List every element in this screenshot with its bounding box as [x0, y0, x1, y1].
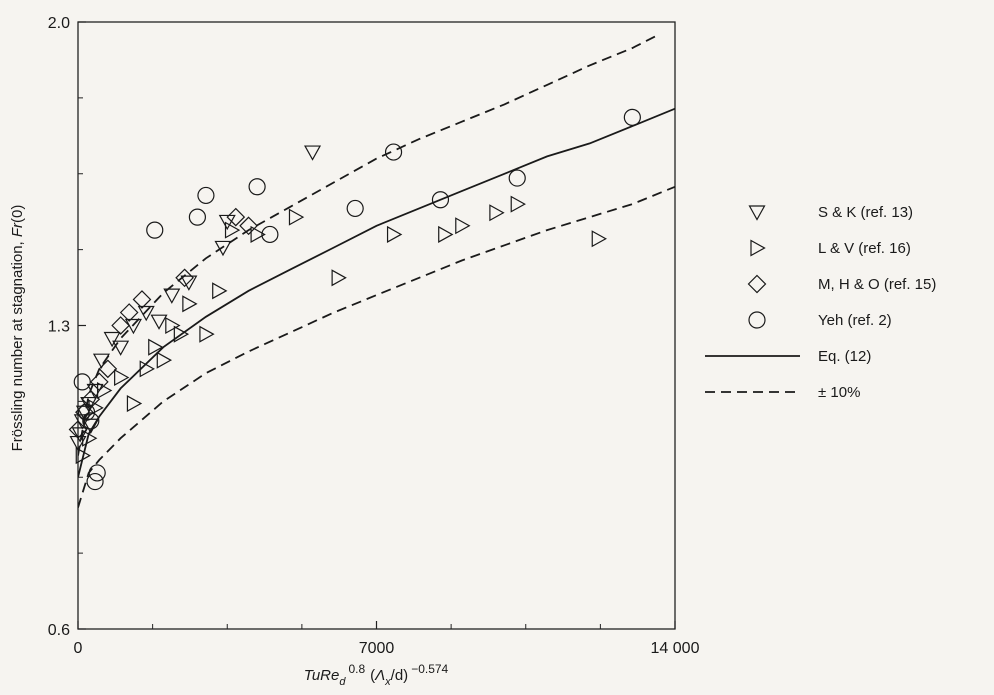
legend-10pct: ± 10%: [705, 384, 860, 401]
lv-point: [156, 351, 173, 369]
sk-point: [92, 353, 110, 369]
sk-point: [214, 240, 232, 257]
lv-point: [224, 221, 241, 239]
legend-mho: M, H & O (ref. 15): [747, 274, 936, 294]
yeh-point: [86, 472, 104, 491]
mho-point: [226, 207, 246, 227]
yeh-point: [146, 221, 164, 239]
legend-label: S & K (ref. 13): [818, 204, 913, 221]
sk-point: [163, 288, 181, 304]
plot-frame: [77, 21, 676, 630]
yeh-point: [248, 178, 266, 196]
lv-point: [148, 338, 164, 356]
lv-point: [288, 208, 305, 226]
sk-point: [124, 318, 142, 335]
legend-eq12: Eq. (12): [705, 348, 871, 365]
lv-point: [126, 395, 143, 413]
mho-point: [175, 268, 194, 288]
lv-point: [82, 429, 98, 447]
yeh-point: [261, 225, 279, 244]
y-axis-label: Frössling number at stagnation, Fr(0): [9, 205, 26, 452]
yeh-point: [73, 373, 91, 391]
mho-point: [68, 420, 88, 439]
sk-point: [304, 145, 322, 161]
yeh-point: [346, 199, 364, 218]
x-axis-label: TuRed0.8 (Λx/d) −0.574: [304, 662, 449, 688]
mho-point: [81, 389, 101, 409]
lv-point: [510, 195, 526, 213]
yeh-point: [82, 412, 100, 430]
lv-point: [182, 295, 198, 313]
yeh-point: [508, 169, 526, 187]
lower-10pct-line: [78, 185, 675, 508]
legend: S & K (ref. 13) L & V (ref. 16) M, H & O (…: [705, 204, 936, 401]
lv-point: [386, 225, 403, 243]
y-tick-label: 1.3: [48, 319, 70, 336]
sk-point: [71, 427, 89, 443]
x-tick-label: 14 000: [651, 640, 700, 657]
upper-10pct-line: [78, 34, 659, 456]
lv-point: [75, 447, 91, 465]
lv-point: [250, 225, 266, 243]
eq12-line: [78, 107, 675, 478]
lv-point: [438, 225, 454, 243]
mho-point: [132, 290, 152, 309]
lv-point: [212, 282, 228, 300]
mho-point: [119, 303, 139, 322]
yeh-point: [384, 143, 403, 161]
legend-label: Yeh (ref. 2): [818, 312, 892, 329]
data-points: [68, 108, 641, 491]
legend-label: Eq. (12): [818, 348, 871, 365]
y-tick-label: 0.6: [48, 622, 70, 639]
legend-marker: [747, 274, 767, 294]
legend-label: ± 10%: [818, 384, 860, 401]
legend-marker: [748, 311, 766, 329]
sk-point: [112, 340, 130, 356]
lv-point: [114, 369, 130, 387]
legend-lv: L & V (ref. 16): [750, 239, 911, 257]
mho-point: [89, 372, 109, 392]
legend-label: M, H & O (ref. 15): [818, 276, 936, 293]
lv-point: [489, 204, 505, 222]
lv-point: [173, 325, 190, 343]
lv-point: [455, 217, 471, 235]
lv-point: [139, 360, 155, 378]
yeh-point: [431, 191, 450, 209]
mho-point: [239, 216, 258, 236]
y-tick-label: 2.0: [48, 15, 70, 32]
yeh-point: [88, 464, 106, 482]
lv-point: [165, 316, 181, 335]
yeh-point: [623, 108, 641, 126]
yeh-point: [197, 186, 215, 205]
legend-marker: [748, 205, 766, 221]
lv-point: [331, 269, 347, 287]
sk-point: [150, 314, 168, 330]
x-tick-label: 0: [74, 640, 83, 657]
sk-point: [218, 214, 236, 231]
axis-ticks: 0 7000 14 000 0.6 1.3 2.0: [48, 15, 700, 657]
mho-point: [98, 359, 118, 379]
sk-point: [103, 331, 121, 348]
x-tick-label: 7000: [359, 640, 395, 657]
lv-point: [96, 382, 113, 400]
lv-point: [591, 230, 607, 248]
legend-sk: S & K (ref. 13): [748, 204, 913, 221]
legend-marker: [750, 239, 766, 257]
mho-point: [111, 316, 130, 335]
sk-point: [180, 275, 198, 291]
lv-point: [199, 325, 215, 343]
yeh-point: [77, 403, 96, 421]
legend-label: L & V (ref. 16): [818, 240, 911, 257]
legend-yeh: Yeh (ref. 2): [748, 311, 892, 329]
yeh-point: [188, 208, 206, 226]
sk-point: [137, 305, 155, 322]
fit-lines: [78, 34, 675, 508]
